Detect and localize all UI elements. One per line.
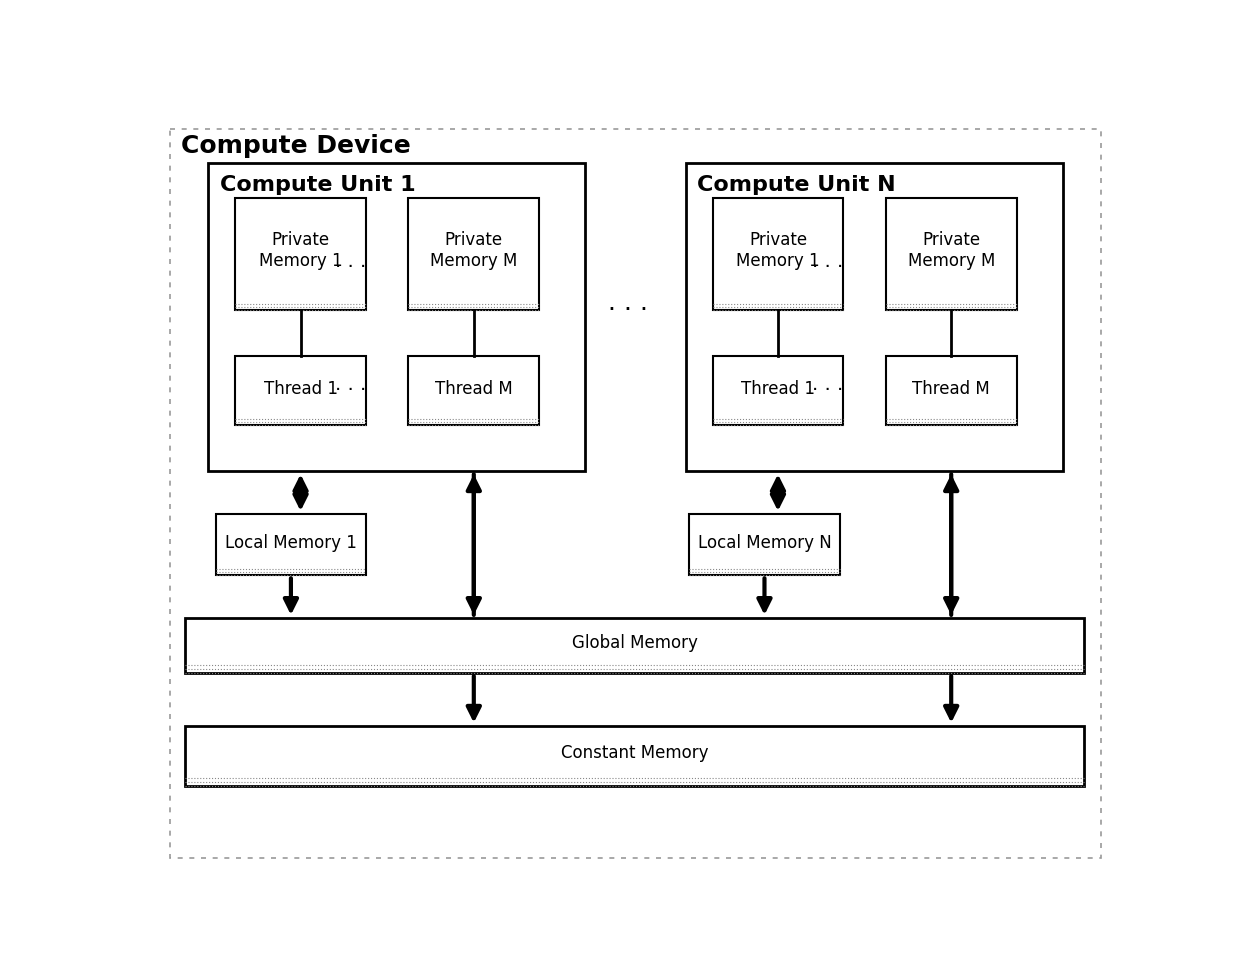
Bar (885, 198, 1017, 310)
Text: Compute Unit 1: Compute Unit 1 (219, 175, 415, 195)
Bar (689, 514, 839, 575)
Bar (686, 163, 1063, 472)
Bar (408, 356, 539, 425)
Text: Thread 1: Thread 1 (264, 380, 337, 398)
Text: · · ·: · · · (335, 258, 366, 276)
Text: · · ·: · · · (608, 298, 647, 321)
Text: Private
Memory M: Private Memory M (430, 232, 517, 271)
Bar (408, 198, 539, 310)
Text: Compute Unit N: Compute Unit N (697, 175, 895, 195)
Text: Thread M: Thread M (913, 380, 990, 398)
Bar (236, 356, 366, 425)
Text: Private
Memory 1: Private Memory 1 (259, 232, 342, 271)
Bar (713, 356, 843, 425)
Text: Thread 1: Thread 1 (742, 380, 815, 398)
Text: Global Memory: Global Memory (572, 634, 698, 653)
Text: · · ·: · · · (812, 258, 843, 276)
Bar (885, 356, 1017, 425)
Bar (236, 198, 366, 310)
Text: Local Memory 1: Local Memory 1 (224, 534, 357, 552)
Text: Thread M: Thread M (435, 380, 512, 398)
Text: · · ·: · · · (335, 381, 366, 401)
Text: Constant Memory: Constant Memory (560, 744, 708, 762)
Bar (208, 163, 585, 472)
Bar (185, 726, 1085, 786)
Text: Local Memory N: Local Memory N (698, 534, 831, 552)
Bar (185, 617, 1085, 673)
Text: · · ·: · · · (812, 381, 843, 401)
Text: Compute Device: Compute Device (181, 134, 410, 157)
Text: Private
Memory 1: Private Memory 1 (737, 232, 820, 271)
Text: Private
Memory M: Private Memory M (908, 232, 994, 271)
Bar (713, 198, 843, 310)
Bar (216, 514, 366, 575)
